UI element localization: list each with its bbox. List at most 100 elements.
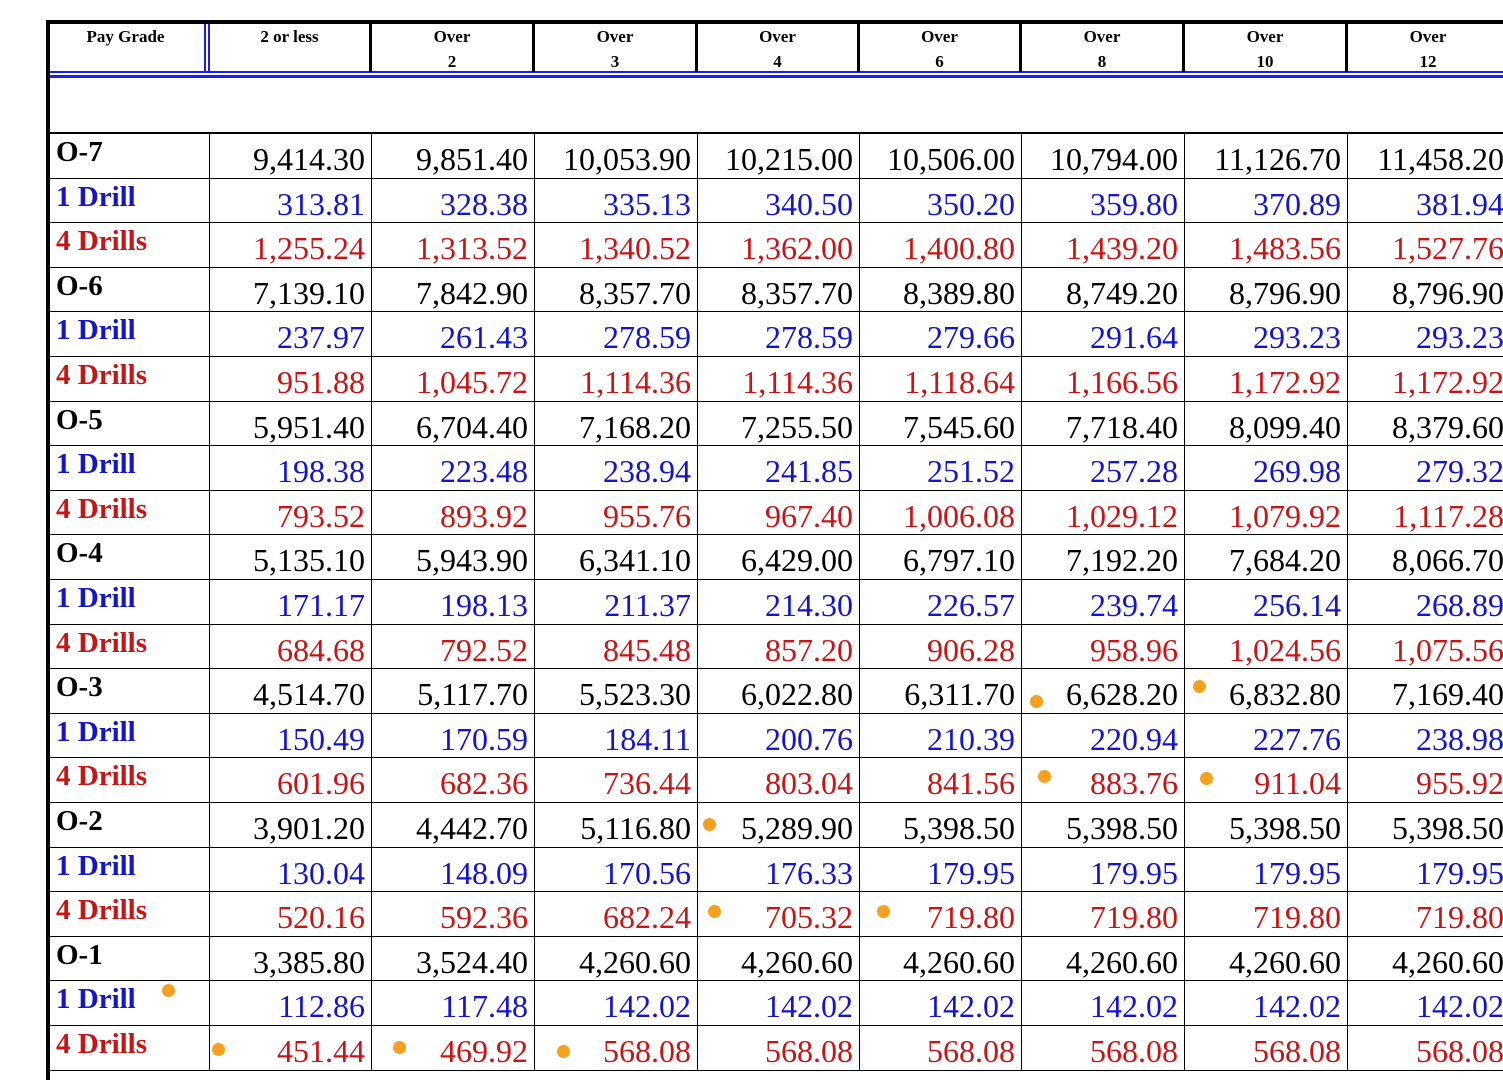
pay-cell: 6,797.10	[860, 535, 1022, 580]
pay-cell: 210.39	[860, 713, 1022, 759]
pay-cell: 8,796.90	[1185, 267, 1348, 313]
header-text: 12	[1419, 52, 1437, 71]
pay-cell: 1,118.64	[860, 357, 1022, 402]
row-label: O-4	[47, 535, 210, 580]
pay-cell: 184.11	[535, 713, 698, 759]
header-text: 6	[935, 52, 944, 71]
marker-dot	[393, 1041, 406, 1054]
pay-cell: 736.44	[535, 758, 698, 803]
pay-cell: 227.76	[1185, 713, 1348, 759]
header-text: 8	[1097, 52, 1107, 71]
pay-cell: 257.28	[1022, 446, 1185, 491]
pay-cell: 211.37	[535, 580, 698, 625]
pay-cell: 1,172.92	[1185, 357, 1348, 402]
pay-cell: 1,527.76	[1348, 223, 1503, 268]
header-top-rule	[47, 20, 1503, 24]
row-label: 1 Drill	[47, 981, 210, 1026]
pay-cell: 951.88	[210, 357, 372, 402]
pay-cell: 328.38	[372, 178, 535, 224]
header-text: 2 or less	[260, 27, 319, 46]
pay-cell: 5,398.50	[1022, 803, 1185, 848]
pay-cell: 6,311.70	[860, 669, 1022, 714]
pay-cell: 3,524.40	[372, 936, 535, 982]
pay-cell: 8,379.60	[1348, 402, 1503, 447]
pay-cell: 845.48	[535, 624, 698, 670]
pay-cell: 223.48	[372, 446, 535, 491]
pay-cell: 7,545.60	[860, 401, 1022, 447]
pay-cell: 4,260.60	[1185, 936, 1348, 982]
pay-cell: 170.56	[535, 847, 698, 893]
pay-cell: 7,139.10	[210, 267, 372, 313]
pay-cell: 5,116.80	[535, 803, 698, 848]
pay-cell: 170.59	[372, 713, 535, 759]
pay-cell: 1,340.52	[535, 223, 698, 268]
pay-cell: 803.04	[698, 758, 860, 803]
pay-cell: 3,901.20	[210, 803, 372, 848]
pay-cell: 238.94	[535, 446, 698, 491]
pay-cell: 8,357.70	[535, 267, 698, 313]
pay-cell: 6,704.40	[372, 401, 535, 447]
pay-cell: 4,260.60	[535, 936, 698, 982]
header-text: Over	[596, 27, 634, 46]
pay-cell: 179.95	[1022, 847, 1185, 893]
pay-cell: 1,024.56	[1185, 624, 1348, 670]
marker-dot	[557, 1045, 570, 1058]
pay-cell: 220.94	[1022, 713, 1185, 759]
header-text: Over	[1246, 27, 1284, 46]
pay-cell: 179.95	[1185, 847, 1348, 893]
header-cell: Over 8	[1022, 24, 1185, 72]
pay-cell: 1,483.56	[1185, 223, 1348, 268]
pay-cell: 279.32	[1348, 446, 1503, 491]
pay-cell: 682.36	[372, 758, 535, 803]
pay-cell: 130.04	[210, 847, 372, 893]
header-text: Pay Grade	[86, 27, 165, 46]
pay-cell: 293.23	[1348, 312, 1503, 357]
marker-dot	[1193, 680, 1206, 693]
pay-cell: 10,506.00	[860, 134, 1022, 179]
pay-cell: 719.80	[1348, 892, 1503, 937]
pay-cell: 8,357.70	[698, 267, 860, 313]
pay-cell: 6,628.20	[1022, 669, 1185, 714]
pay-cell: 7,169.40	[1348, 669, 1503, 714]
row-label: 1 Drill	[47, 580, 210, 625]
pay-cell: 1,439.20	[1022, 223, 1185, 268]
pay-cell: 967.40	[698, 490, 860, 536]
pay-cell: 198.13	[372, 580, 535, 625]
pay-cell: 142.02	[1348, 981, 1503, 1026]
pay-cell: 200.76	[698, 713, 860, 759]
row-label: O-2	[47, 803, 210, 848]
pay-cell: 239.74	[1022, 580, 1185, 625]
pay-cell: 4,442.70	[372, 803, 535, 848]
row-label: 4 Drills	[47, 892, 210, 937]
pay-cell: 1,172.92	[1348, 357, 1503, 402]
row-label: 4 Drills	[47, 624, 210, 670]
pay-cell: 150.49	[210, 713, 372, 759]
row-label: 4 Drills	[47, 758, 210, 803]
pay-cell: 958.96	[1022, 624, 1185, 670]
row-label: 4 Drills	[47, 357, 210, 402]
pay-cell: 793.52	[210, 490, 372, 536]
pay-cell: 269.98	[1185, 446, 1348, 491]
header-cell: Over 4	[698, 24, 860, 72]
pay-cell: 955.76	[535, 490, 698, 536]
pay-cell: 1,114.36	[535, 357, 698, 402]
pay-cell: 4,260.60	[698, 936, 860, 982]
pay-cell: 10,215.00	[698, 134, 860, 179]
row-label: 1 Drill	[47, 312, 210, 357]
pay-cell: 359.80	[1022, 178, 1185, 224]
row-label: O-7	[47, 134, 210, 179]
pay-cell: 8,066.70	[1348, 535, 1503, 580]
pay-cell: 256.14	[1185, 580, 1348, 625]
pay-cell: 251.52	[860, 446, 1022, 491]
row-label: 4 Drills	[47, 490, 210, 536]
pay-cell: 142.02	[1185, 981, 1348, 1026]
pay-cell: 10,794.00	[1022, 134, 1185, 179]
spacer-bottom-rule	[47, 132, 1503, 134]
pay-cell: 568.08	[1022, 1026, 1185, 1071]
pay-cell: 148.09	[372, 847, 535, 893]
pay-cell: 279.66	[860, 312, 1022, 357]
pay-cell: 7,192.20	[1022, 535, 1185, 580]
pay-cell: 568.08	[1348, 1026, 1503, 1071]
row-label: O-1	[47, 936, 210, 982]
pay-cell: 5,398.50	[860, 803, 1022, 848]
